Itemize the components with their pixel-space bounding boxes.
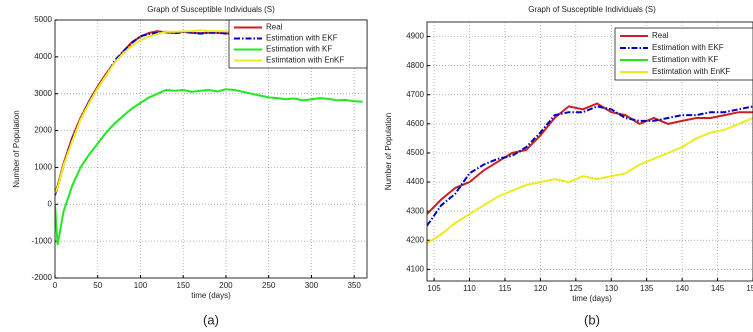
legend-label: Estimtation with EnKF: [266, 56, 344, 65]
y-tick-label: 4900: [406, 32, 424, 41]
x-axis-label: time (days): [572, 294, 612, 303]
x-tick-label: 0: [53, 281, 58, 290]
x-tick-label: 115: [499, 284, 512, 293]
series-line: [427, 117, 753, 245]
x-tick-label: 50: [93, 281, 102, 290]
chart-panel: -2000 -1000 0 1000 2000 3000 4000 5000 0 50 100 150…: [12, 5, 368, 327]
legend: Real Estimation with EKF Estimation with K…: [228, 19, 368, 69]
y-tick-label: -1000: [32, 236, 53, 245]
x-tick-label: 110: [463, 284, 476, 293]
x-tick-label: 105: [427, 284, 441, 293]
caption: (b): [584, 312, 600, 327]
legend-label: Estimtation with EnKF: [652, 67, 730, 76]
y-tick-label: -2000: [32, 273, 53, 282]
x-tick-label: 200: [219, 281, 233, 290]
axes-frame: [426, 21, 753, 282]
x-tick-label: 300: [305, 281, 319, 290]
legend-label: Estimation with EKF: [266, 34, 338, 43]
legend-label: Estimation with KF: [652, 55, 718, 64]
y-tick-label: 4700: [406, 90, 424, 99]
y-tick-label: 4000: [34, 52, 52, 61]
x-tick-label: 145: [711, 284, 725, 293]
x-tick-label: 130: [605, 284, 619, 293]
y-tick-label: 3000: [34, 89, 52, 98]
caption: (a): [203, 312, 219, 327]
axes-frame: [54, 19, 368, 279]
legend: Real Estimation with EKF Estimation with K…: [614, 27, 753, 81]
y-axis-label: Number of Population: [12, 110, 21, 187]
x-tick-label: 100: [134, 281, 148, 290]
y-tick-label: 4500: [406, 148, 424, 157]
y-tick-label: 4800: [406, 61, 424, 70]
x-tick-label: 135: [640, 284, 654, 293]
legend-label: Estimation with EKF: [652, 43, 724, 52]
y-tick-label: 4600: [406, 119, 424, 128]
y-tick-label: 4300: [406, 206, 424, 215]
y-axis-label: Number of Population: [384, 113, 393, 190]
x-tick-label: 120: [534, 284, 548, 293]
x-tick-label: 140: [675, 284, 689, 293]
y-tick-label: 5000: [34, 15, 52, 24]
x-tick-label: 125: [569, 284, 583, 293]
series-line: [55, 88, 363, 245]
y-tick-label: 1000: [34, 163, 52, 172]
legend-label: Real: [266, 23, 283, 32]
x-tick-label: 350: [347, 281, 361, 290]
chart-title: Graph of Susceptible Individuals (S): [528, 5, 656, 14]
series-line: [427, 102, 753, 215]
series-group: [427, 102, 753, 245]
y-tick-label: 4400: [406, 177, 424, 186]
x-tick-label: 150: [177, 281, 191, 290]
y-tick-label: 0: [48, 199, 53, 208]
y-tick-label: 4200: [406, 235, 424, 244]
y-tick-label: 2000: [34, 126, 52, 135]
chart-panel: 4100 4200 4300 4400 4500 4600 4700 4800 4900 105 1…: [384, 5, 753, 327]
legend-label: Real: [652, 31, 669, 40]
series-line: [427, 105, 753, 227]
x-tick-label: 150: [746, 284, 753, 293]
chart-title: Graph of Susceptible Individuals (S): [147, 5, 275, 14]
x-axis-label: time (days): [191, 291, 231, 300]
x-tick-label: 250: [262, 281, 276, 290]
y-tick-label: 4100: [406, 264, 424, 273]
legend-label: Estimation with KF: [266, 45, 332, 54]
